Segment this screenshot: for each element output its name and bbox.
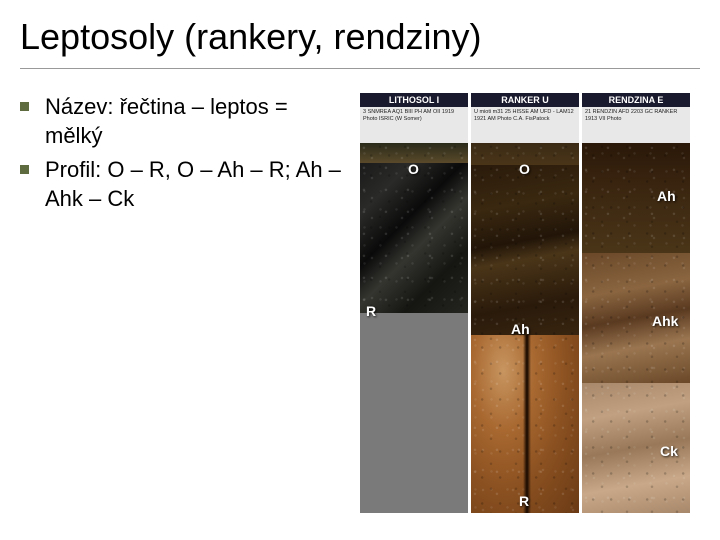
horizon-label: Ck <box>660 443 678 459</box>
bullet-item: Název: řečtina – leptos = mělký <box>20 93 350 150</box>
bullet-text: Profil: O – R, O – Ah – R; Ah – Ahk – Ck <box>45 156 350 213</box>
horizon-label: O <box>519 161 530 177</box>
soil-header: RENDZINA E <box>582 93 690 107</box>
content-area: Název: řečtina – leptos = mělký Profil: … <box>20 93 700 513</box>
layer-grey <box>360 313 468 513</box>
bullet-text: Název: řečtina – leptos = mělký <box>45 93 350 150</box>
soil-info: 3 SNMREA AQ1 BIII PH AM OII 1919 Photo I… <box>360 107 468 143</box>
horizon-label: Ah <box>657 188 676 204</box>
soil-header: LITHOSOL I <box>360 93 468 107</box>
square-bullet-icon <box>20 102 29 111</box>
soil-profile-ranker: O Ah R <box>471 143 579 513</box>
rock-crack <box>523 335 531 513</box>
horizon-label: Ahk <box>652 313 678 329</box>
image-column: LITHOSOL I 3 SNMREA AQ1 BIII PH AM OII 1… <box>360 93 690 513</box>
soil-header: RANKER U <box>471 93 579 107</box>
soil-column-ranker: RANKER U U mioti m31 25 HISSE AM UFD - L… <box>471 93 579 513</box>
bullet-item: Profil: O – R, O – Ah – R; Ah – Ahk – Ck <box>20 156 350 213</box>
square-bullet-icon <box>20 165 29 174</box>
soil-column-lithosol: LITHOSOL I 3 SNMREA AQ1 BIII PH AM OII 1… <box>360 93 468 513</box>
text-column: Název: řečtina – leptos = mělký Profil: … <box>20 93 350 513</box>
slide: Leptosoly (rankery, rendziny) Název: řeč… <box>0 0 720 540</box>
horizon-label: R <box>366 303 376 319</box>
layer-o <box>360 143 468 163</box>
soil-info: 21 RENDZIN AFD 2203 GC RANKER 1913 VII P… <box>582 107 690 143</box>
soil-profile-lithosol: O R <box>360 143 468 513</box>
soil-info: U mioti m31 25 HISSE AM UFD - LAM12 1921… <box>471 107 579 143</box>
horizon-label: Ah <box>511 321 530 337</box>
horizon-label: O <box>408 161 419 177</box>
horizon-label: R <box>519 493 529 509</box>
soil-profile-rendzina: Ah Ahk Ck <box>582 143 690 513</box>
layer-ah <box>471 165 579 335</box>
layer-r-upper <box>360 163 468 313</box>
soil-column-rendzina: RENDZINA E 21 RENDZIN AFD 2203 GC RANKER… <box>582 93 690 513</box>
bullet-list: Název: řečtina – leptos = mělký Profil: … <box>20 93 350 213</box>
slide-title: Leptosoly (rankery, rendziny) <box>20 10 700 69</box>
